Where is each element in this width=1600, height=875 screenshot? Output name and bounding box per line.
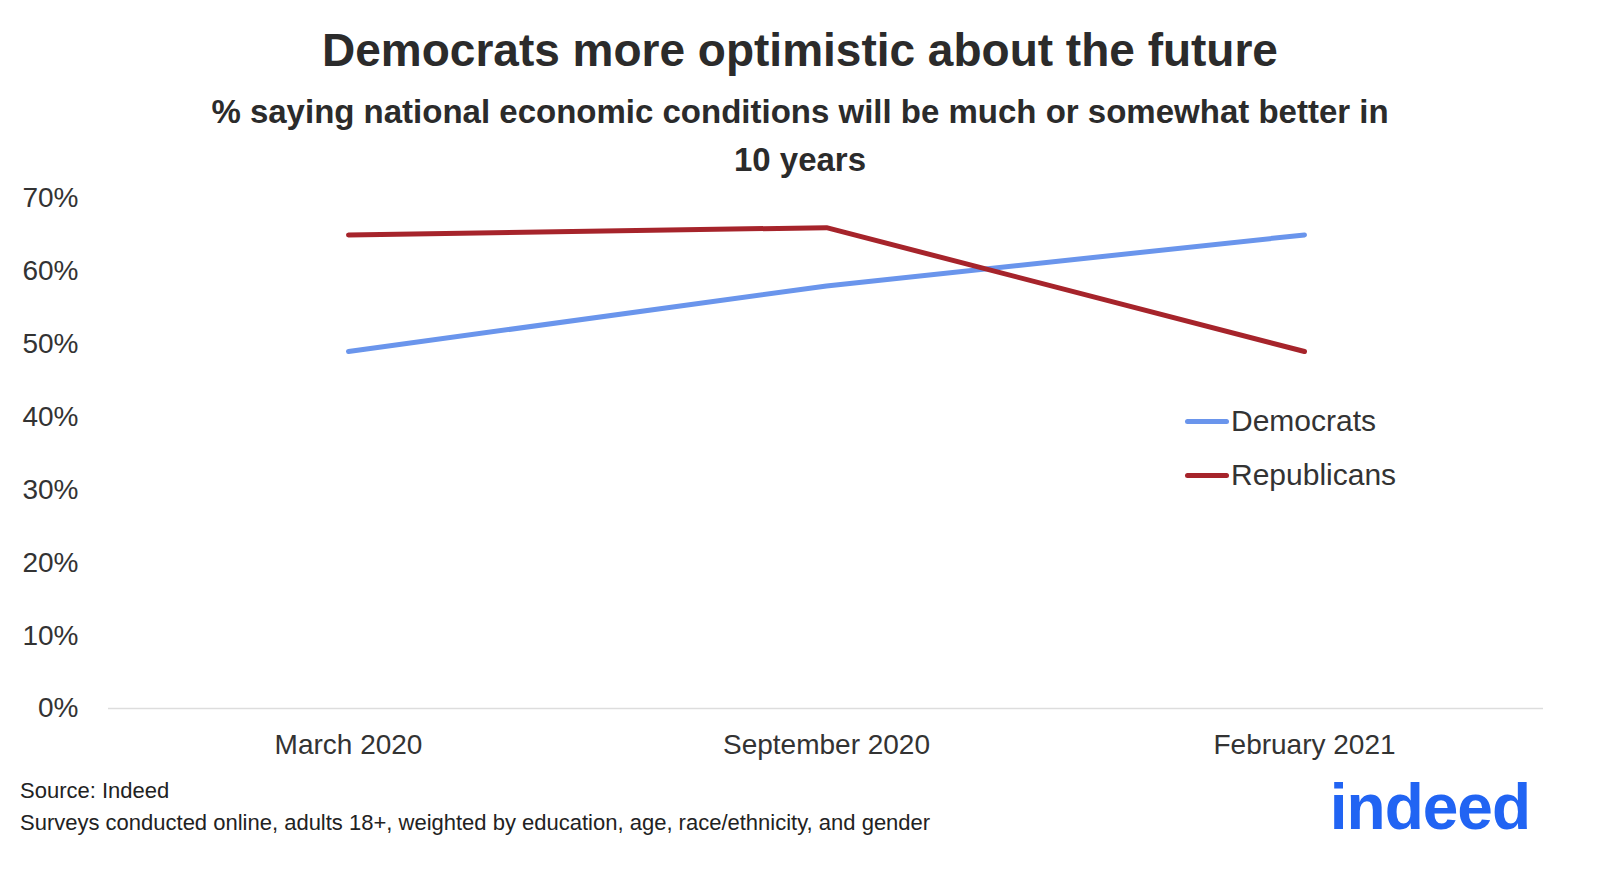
- svg-text:20%: 20%: [22, 547, 78, 578]
- html-text:Surveys conducted online, adul: Surveys conducted online, adults 18+, we…: [20, 810, 931, 835]
- svg-text:March 2020: March 2020: [275, 729, 423, 760]
- svg-text:10%: 10%: [22, 620, 78, 651]
- html-text:Republicans: Republicans: [1231, 458, 1397, 491]
- svg-text:30%: 30%: [22, 474, 78, 505]
- svg-text:50%: 50%: [22, 328, 78, 359]
- html-text:Source: Indeed: Source: Indeed: [20, 778, 170, 803]
- svg-text:70%: 70%: [22, 182, 78, 213]
- svg-text:40%: 40%: [22, 401, 78, 432]
- html-text:Democrats more optimistic abou: Democrats more optimistic about the futu…: [322, 24, 1278, 76]
- html-text:% saying national economic con: % saying national economic conditions wi…: [211, 93, 1389, 178]
- html-text:Democrats: Democrats: [1231, 404, 1376, 437]
- html-text:indeed: indeed: [1329, 771, 1530, 843]
- svg-text:February 2021: February 2021: [1213, 729, 1395, 760]
- svg-text:60%: 60%: [22, 255, 78, 286]
- svg-text:September 2020: September 2020: [723, 729, 930, 760]
- svg-text:0%: 0%: [38, 692, 78, 723]
